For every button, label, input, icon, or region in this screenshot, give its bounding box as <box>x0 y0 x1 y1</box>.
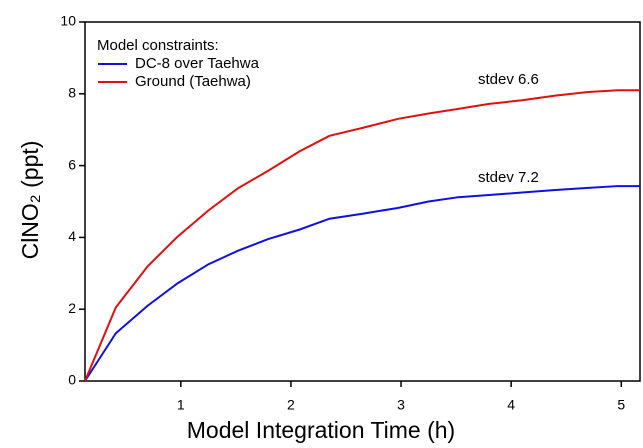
legend-label: DC-8 over Taehwa <box>135 55 260 72</box>
legend-label: Ground (Taehwa) <box>135 73 251 90</box>
annotation: stdev 6.6 <box>478 71 539 88</box>
y-tick-label: 2 <box>68 300 76 316</box>
x-axis-label: Model Integration Time (h) <box>187 417 455 443</box>
y-tick-label: 4 <box>68 228 76 244</box>
x-tick-label: 2 <box>287 397 295 413</box>
x-tick-label: 5 <box>617 397 625 413</box>
x-tick-label: 4 <box>507 397 515 413</box>
y-tick-label: 6 <box>68 156 76 172</box>
annotation: stdev 7.2 <box>478 169 539 186</box>
y-tick-label: 8 <box>68 85 76 101</box>
line-series <box>84 89 640 382</box>
legend-title: Model constraints: <box>97 37 219 54</box>
y-tick-label: 10 <box>60 13 76 29</box>
y-axis-label: ClNO₂ (ppt) <box>17 141 43 260</box>
x-tick-label: 1 <box>177 397 185 413</box>
y-tick-label: 0 <box>68 372 76 388</box>
x-tick-label: 3 <box>397 397 405 413</box>
line-series <box>84 185 640 382</box>
plot-frame <box>84 21 641 382</box>
